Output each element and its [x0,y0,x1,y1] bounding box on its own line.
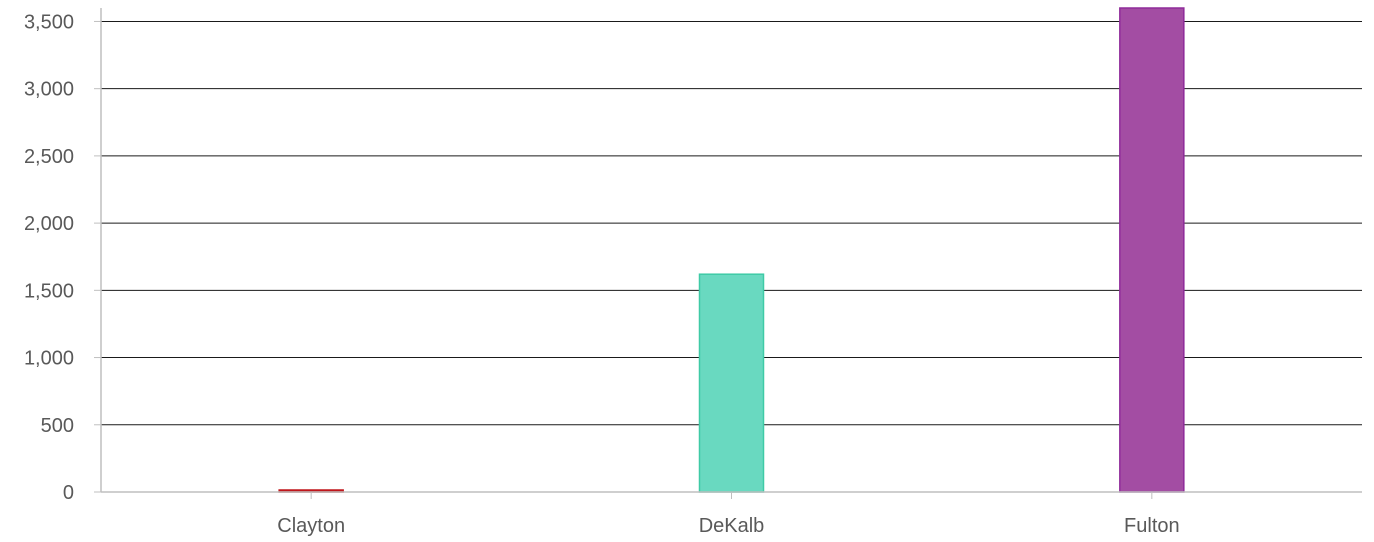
y-axis: 0 500 1,000 1,500 2,000 2,500 3,000 3,500 [24,8,102,504]
y-tick-label: 1,500 [24,280,74,302]
y-tick-label: 2,500 [24,146,74,168]
bar-fulton[interactable] [1119,7,1185,493]
bars [278,7,1185,493]
x-tick-label: Fulton [1124,515,1180,537]
x-tick-label: Clayton [277,515,345,537]
y-tick-label: 3,000 [24,79,74,101]
y-tick-label: 500 [41,415,74,437]
y-tick-label: 3,500 [24,11,74,33]
bar-dekalb[interactable] [698,273,765,493]
y-tick-label: 0 [63,482,74,504]
y-tick-label: 2,000 [24,213,74,235]
y-tick-label: 1,000 [24,348,74,370]
x-axis: Clayton DeKalb Fulton [101,491,1362,537]
x-tick-label: DeKalb [699,515,765,537]
